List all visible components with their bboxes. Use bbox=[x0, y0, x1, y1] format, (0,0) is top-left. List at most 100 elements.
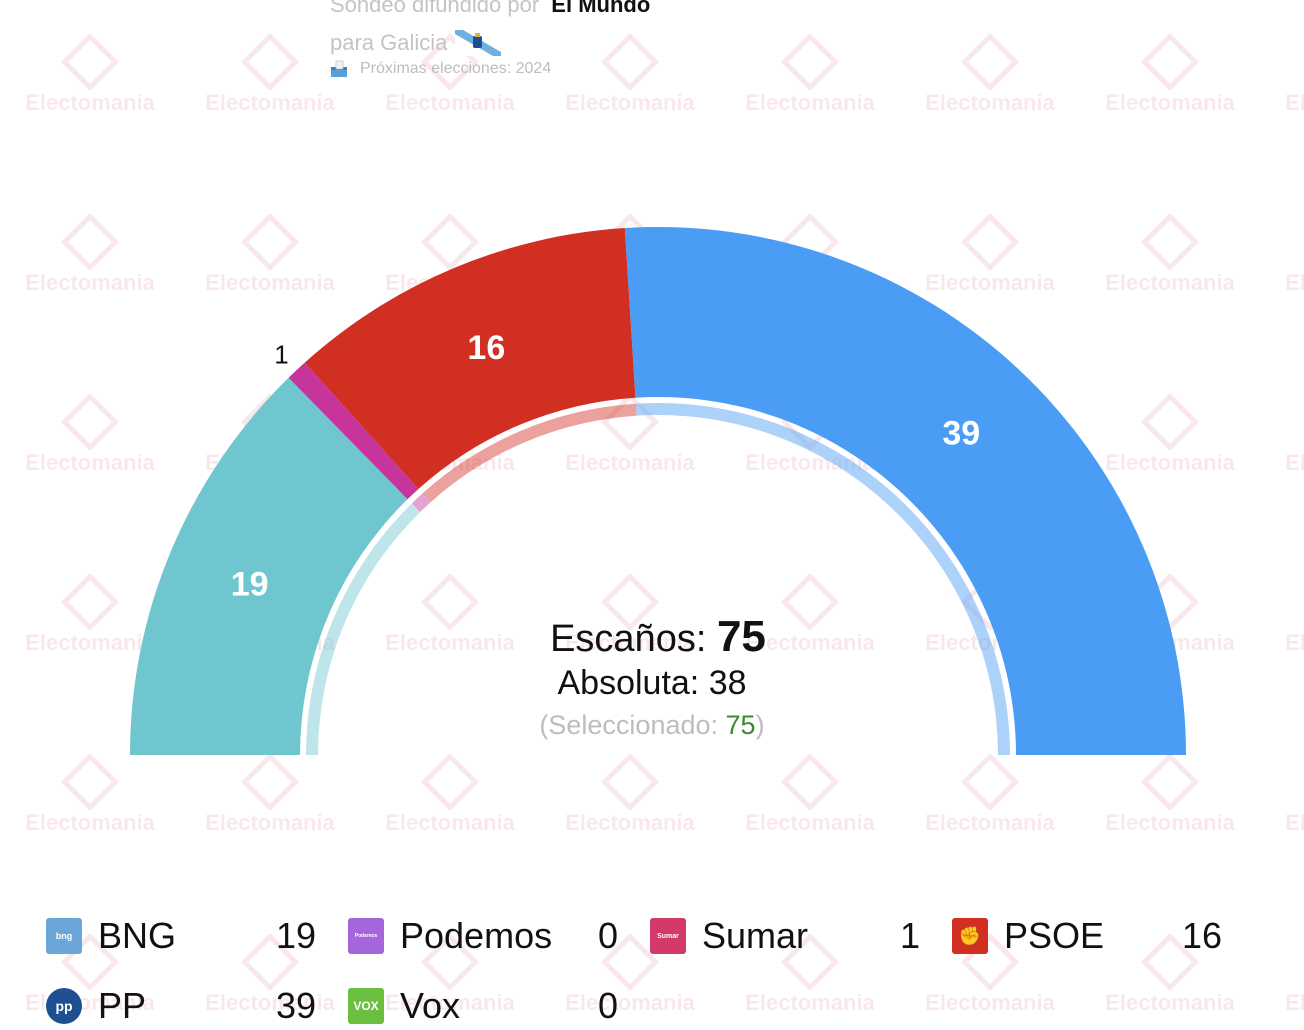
watermark-tile: Electomania bbox=[565, 933, 696, 1015]
watermark-tile: Electomania bbox=[385, 933, 516, 1015]
seat-summary: Escaños: 75 Absoluta: 38 (Seleccionado: … bbox=[0, 612, 1304, 741]
watermark-tile: Electomania bbox=[1285, 450, 1304, 475]
watermark-tile: Electomania bbox=[565, 573, 696, 655]
watermark-tile: Electomania bbox=[1105, 213, 1236, 295]
legend-item-podemos[interactable]: Podemos Podemos 0 bbox=[348, 912, 618, 960]
watermark-tile: Electomania bbox=[1105, 753, 1236, 835]
seat-inner-arc-psoe bbox=[422, 403, 637, 503]
watermark-tile: Electomania bbox=[1105, 33, 1236, 115]
watermark-tile: Electomania bbox=[205, 33, 336, 115]
watermark-tile: Electomania bbox=[1285, 90, 1304, 115]
poll-source-line: Sondeo difundido por El Mundo bbox=[330, 0, 650, 24]
svg-text:Electomania: Electomania bbox=[205, 990, 335, 1015]
total-seats-line: Escaños: 75 bbox=[0, 612, 1304, 664]
svg-text:Electomania: Electomania bbox=[925, 990, 1055, 1015]
seat-count-label-pp: 39 bbox=[942, 414, 980, 452]
total-seats-label: Escaños: bbox=[550, 618, 707, 660]
watermark-tile: Electomania bbox=[1285, 630, 1304, 655]
pp-logo-icon: pp bbox=[46, 988, 82, 1024]
next-elections-line: Próximas elecciones: 2024 bbox=[330, 60, 650, 78]
legend-party-name: Podemos bbox=[400, 915, 553, 956]
seat-count-label-psoe: 16 bbox=[467, 329, 505, 367]
seat-inner-arc-bng bbox=[306, 503, 421, 755]
watermark-tile: Electomania bbox=[25, 213, 156, 295]
bng-logo-icon: bng bbox=[46, 918, 82, 954]
watermark-tile: Electomania bbox=[925, 213, 1056, 295]
psoe-logo-icon: ✊ bbox=[952, 918, 988, 954]
seat-arc-psoe[interactable] bbox=[304, 228, 636, 489]
selected-open: (Seleccionado: bbox=[539, 710, 726, 740]
selected-seats-line: (Seleccionado: 75) bbox=[0, 710, 1304, 741]
svg-text:Electomania: Electomania bbox=[565, 990, 695, 1015]
seat-arc-sumar[interactable] bbox=[288, 362, 419, 500]
svg-text:Electomania: Electomania bbox=[1285, 990, 1304, 1015]
svg-text:Electomania: Electomania bbox=[925, 90, 1055, 115]
poll-source-prefix: Sondeo difundido por bbox=[330, 0, 540, 17]
svg-text:Electomania: Electomania bbox=[1285, 810, 1304, 835]
watermark-tile: Electomania bbox=[25, 753, 156, 835]
svg-text:Electomania: Electomania bbox=[25, 450, 155, 475]
svg-text:Electomania: Electomania bbox=[1105, 990, 1235, 1015]
watermark-tile: Electomania bbox=[565, 393, 696, 475]
svg-text:Electomania: Electomania bbox=[925, 270, 1055, 295]
selected-close: ) bbox=[755, 710, 765, 740]
watermark-tile: Electomania bbox=[745, 33, 876, 115]
svg-text:Electomania: Electomania bbox=[1105, 270, 1235, 295]
svg-text:Electomania: Electomania bbox=[25, 630, 155, 655]
watermark-tile: Electomania bbox=[25, 573, 156, 655]
watermark-tile: Electomania bbox=[385, 573, 516, 655]
svg-text:Electomania: Electomania bbox=[565, 630, 695, 655]
legend-party-name: BNG bbox=[98, 915, 177, 956]
svg-text:Electomania: Electomania bbox=[25, 810, 155, 835]
watermark-tile: Electomania bbox=[205, 933, 336, 1015]
watermark-tile: Electomania bbox=[1285, 270, 1304, 295]
poll-region: para Galicia bbox=[330, 30, 448, 55]
legend-party-seats: 1 bbox=[899, 915, 920, 956]
legend-item-sumar[interactable]: Sumar Sumar 1 bbox=[650, 912, 920, 960]
svg-text:Electomania: Electomania bbox=[25, 270, 155, 295]
watermark-tile: Electomania bbox=[745, 573, 876, 655]
majority-line: Absoluta: 38 bbox=[557, 664, 747, 702]
svg-text:Electomania: Electomania bbox=[205, 270, 335, 295]
legend-party-seats: 0 bbox=[597, 985, 618, 1026]
svg-text:Electomania: Electomania bbox=[1285, 270, 1304, 295]
svg-text:Electomania: Electomania bbox=[1105, 810, 1235, 835]
sumar-logo-icon: Sumar bbox=[650, 918, 686, 954]
legend-party-seats: 19 bbox=[275, 915, 316, 956]
legend-party-seats: 16 bbox=[1181, 915, 1222, 956]
legend-party-name: PSOE bbox=[1004, 915, 1105, 956]
svg-text:Electomania: Electomania bbox=[385, 990, 515, 1015]
svg-text:Electomania: Electomania bbox=[385, 810, 515, 835]
legend-party-seats: 0 bbox=[597, 915, 618, 956]
watermark-tile: Electomania bbox=[565, 33, 696, 115]
svg-text:Electomania: Electomania bbox=[745, 90, 875, 115]
svg-text:Electomania: Electomania bbox=[1285, 630, 1304, 655]
watermark-tile: Electomania bbox=[925, 753, 1056, 835]
svg-text:Electomania: Electomania bbox=[565, 90, 695, 115]
vox-logo-icon: VOX bbox=[348, 988, 384, 1024]
podemos-logo-icon: Podemos bbox=[348, 918, 384, 954]
svg-text:Electomania: Electomania bbox=[745, 810, 875, 835]
legend-item-vox[interactable]: VOX Vox 0 bbox=[348, 982, 618, 1030]
legend-party-name: Sumar bbox=[702, 915, 809, 956]
svg-text:Electomania: Electomania bbox=[745, 990, 875, 1015]
legend-item-psoe[interactable]: ✊ PSOE 16 bbox=[952, 912, 1222, 960]
legend-party-seats: 39 bbox=[275, 985, 316, 1026]
svg-text:Electomania: Electomania bbox=[745, 630, 875, 655]
watermark-tile: Electomania bbox=[565, 753, 696, 835]
next-elections-text: Próximas elecciones: 2024 bbox=[360, 60, 552, 77]
svg-text:Electomania: Electomania bbox=[385, 90, 515, 115]
watermark-tile: Electomania bbox=[745, 933, 876, 1015]
seat-inner-arc-sumar bbox=[411, 493, 431, 513]
svg-text:Electomania: Electomania bbox=[925, 810, 1055, 835]
hemicycle-chart: 19 1 16 39 bbox=[130, 226, 1186, 755]
legend-party-name: Vox bbox=[400, 985, 461, 1026]
seat-arc-bng[interactable] bbox=[130, 377, 408, 755]
svg-text:Electomania: Electomania bbox=[205, 810, 335, 835]
watermark-tile: Electomania bbox=[925, 33, 1056, 115]
poll-source-name: El Mundo bbox=[551, 0, 651, 17]
seat-arc-pp[interactable] bbox=[624, 226, 1186, 755]
legend-item-pp[interactable]: pp PP 39 bbox=[46, 982, 316, 1030]
legend-item-bng[interactable]: bng BNG 19 bbox=[46, 912, 316, 960]
legend-party-name: PP bbox=[98, 985, 147, 1026]
